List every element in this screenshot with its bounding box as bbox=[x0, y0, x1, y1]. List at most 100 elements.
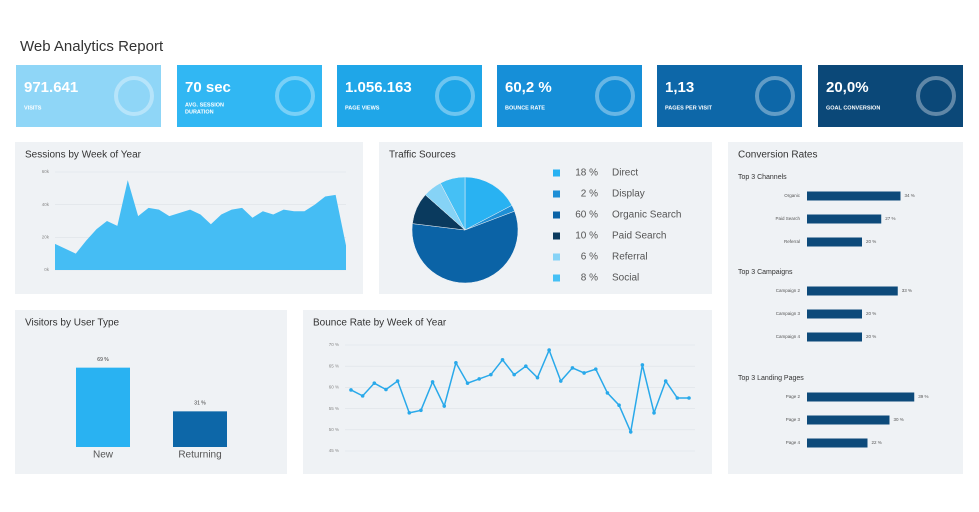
y-tick-label: 65 % bbox=[329, 363, 339, 368]
point bbox=[372, 381, 377, 385]
legend-label: Referral bbox=[612, 252, 648, 263]
legend-swatch bbox=[553, 232, 560, 240]
bar-value-label: 34 % bbox=[905, 193, 915, 198]
bar-category: Organic bbox=[784, 193, 801, 198]
point bbox=[395, 379, 400, 383]
legend-value: 6 % bbox=[581, 252, 598, 263]
bar bbox=[807, 237, 862, 247]
bar-value-label: 33 % bbox=[902, 288, 912, 293]
kpi-tile bbox=[16, 65, 161, 127]
point bbox=[687, 396, 691, 400]
point bbox=[652, 411, 656, 415]
bar bbox=[807, 214, 882, 224]
y-tick-label: 50 % bbox=[329, 427, 339, 432]
kpi-tile bbox=[337, 65, 482, 127]
kpi-label: GOAL CONVERSION bbox=[826, 105, 880, 111]
point bbox=[500, 358, 505, 362]
bar-category: Page 4 bbox=[786, 440, 801, 445]
kpi-value: 1.056.163 bbox=[345, 79, 412, 96]
kpi-label: BOUNCE RATE bbox=[505, 105, 545, 111]
kpi-icon bbox=[275, 76, 315, 116]
bar-category: Campaign 3 bbox=[776, 311, 801, 316]
bar bbox=[807, 286, 898, 296]
group-title: Top 3 Campaigns bbox=[738, 269, 793, 276]
legend-value: 18 % bbox=[575, 168, 598, 179]
y-tick-label: 60k bbox=[42, 169, 50, 174]
kpi-label: VISITS bbox=[24, 105, 42, 111]
point bbox=[570, 366, 575, 370]
kpi-icon bbox=[114, 76, 154, 116]
legend-swatch bbox=[553, 211, 560, 219]
bar-value-label: 27 % bbox=[885, 216, 895, 221]
kpi-value: 70 sec bbox=[185, 79, 231, 96]
line bbox=[350, 348, 689, 435]
kpi-icon bbox=[916, 76, 956, 116]
point bbox=[465, 381, 470, 385]
y-tick-label: 20k bbox=[42, 235, 50, 240]
kpi-tile bbox=[657, 65, 802, 127]
bar-value-label: 69 % bbox=[97, 357, 109, 363]
bar bbox=[807, 438, 868, 448]
kpi-label: PAGE VIEWS bbox=[345, 105, 380, 111]
bar bbox=[807, 332, 862, 342]
kpi-icon bbox=[595, 76, 635, 116]
kpi-icon bbox=[435, 76, 475, 116]
group-title: Top 3 Landing Pages bbox=[738, 375, 804, 382]
kpi-tile bbox=[177, 65, 322, 127]
legend-value: 60 % bbox=[575, 210, 598, 221]
kpi-value: 1,13 bbox=[665, 79, 694, 96]
point bbox=[640, 363, 645, 367]
y-tick-label: 45 % bbox=[329, 448, 339, 453]
kpi-tile bbox=[497, 65, 642, 127]
legend-swatch bbox=[553, 274, 560, 282]
point bbox=[430, 380, 435, 384]
legend-swatch bbox=[553, 169, 560, 177]
point bbox=[454, 361, 458, 365]
point bbox=[419, 408, 423, 413]
legend-label: Organic Search bbox=[612, 210, 681, 221]
panel bbox=[15, 310, 287, 474]
kpi-label: AVG. SESSION bbox=[185, 102, 224, 108]
bar-category: Paid Search bbox=[775, 216, 800, 221]
bar bbox=[807, 415, 890, 425]
legend-value: 8 % bbox=[581, 273, 598, 284]
bar bbox=[807, 309, 862, 319]
bar-value-label: 22 % bbox=[872, 440, 882, 445]
bar-category: Page 3 bbox=[786, 417, 801, 422]
legend-label: Social bbox=[612, 273, 639, 284]
bar-category: Campaign 4 bbox=[776, 334, 801, 339]
y-tick-label: 40k bbox=[42, 202, 50, 207]
bar-category: Campaign 2 bbox=[776, 288, 801, 293]
kpi-icon bbox=[755, 76, 795, 116]
bar bbox=[807, 392, 915, 402]
legend-label: Paid Search bbox=[612, 231, 666, 242]
pie-slice bbox=[411, 210, 519, 284]
panel-title: Conversion Rates bbox=[738, 150, 817, 161]
point bbox=[407, 411, 412, 415]
point bbox=[605, 391, 610, 395]
group-title: Top 3 Channels bbox=[738, 174, 787, 181]
area bbox=[55, 180, 346, 270]
kpi-value: 60,2 % bbox=[505, 79, 552, 96]
panel-title: Bounce Rate by Week of Year bbox=[313, 318, 447, 329]
legend-label: Display bbox=[612, 189, 645, 200]
bar-value-label: 31 % bbox=[194, 401, 206, 407]
point bbox=[384, 387, 388, 392]
point bbox=[535, 375, 540, 380]
point bbox=[349, 388, 353, 392]
y-tick-label: 0k bbox=[44, 267, 50, 272]
kpi-value: 20,0% bbox=[826, 79, 869, 96]
panel-title: Sessions by Week of Year bbox=[25, 150, 142, 161]
bar-value-label: 20 % bbox=[866, 239, 876, 244]
x-tick-label: Returning bbox=[178, 450, 221, 461]
point bbox=[617, 403, 621, 408]
bar-value-label: 20 % bbox=[866, 334, 876, 339]
kpi-label: DURATION bbox=[185, 109, 214, 115]
point bbox=[663, 379, 668, 383]
point bbox=[582, 371, 586, 375]
point bbox=[558, 379, 563, 383]
panel-title: Visitors by User Type bbox=[25, 318, 120, 329]
bar-value-label: 30 % bbox=[894, 417, 904, 422]
point bbox=[360, 394, 365, 398]
